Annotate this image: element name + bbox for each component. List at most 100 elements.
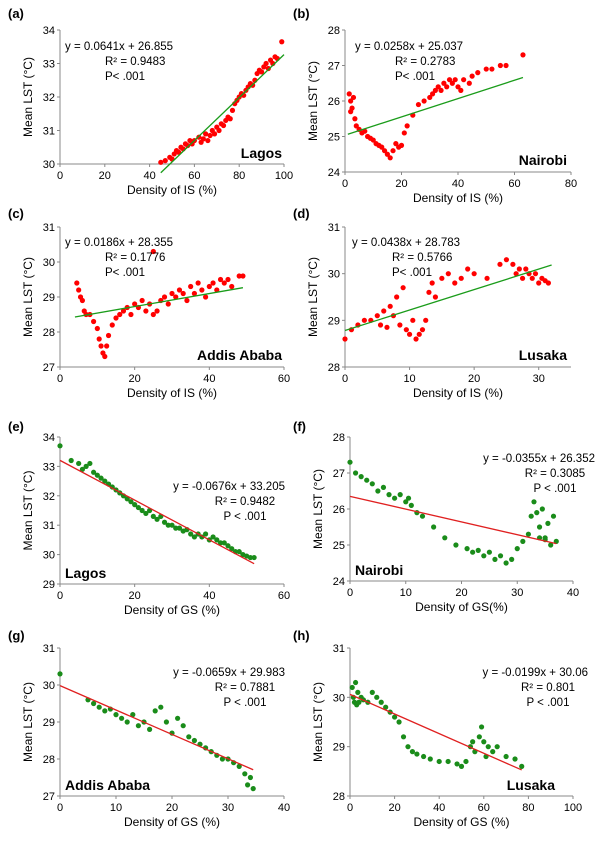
x-tick-label: 40 bbox=[203, 373, 215, 385]
y-tick-label: 27 bbox=[43, 791, 55, 803]
data-point bbox=[503, 257, 510, 263]
data-point bbox=[259, 69, 265, 75]
data-point bbox=[485, 744, 491, 750]
data-point bbox=[247, 554, 253, 561]
data-point bbox=[68, 457, 74, 464]
data-point bbox=[406, 331, 413, 337]
x-tick-label: 60 bbox=[278, 373, 290, 385]
data-point bbox=[91, 469, 97, 475]
y-tick-label: 32 bbox=[43, 491, 55, 503]
x-tick-label: 100 bbox=[275, 170, 293, 182]
data-point bbox=[250, 786, 256, 792]
data-point bbox=[124, 719, 130, 725]
data-point bbox=[465, 266, 471, 272]
data-point bbox=[398, 142, 405, 148]
data-point bbox=[191, 534, 197, 540]
data-point bbox=[427, 756, 433, 762]
data-point bbox=[525, 531, 532, 537]
p-value: P< .001 bbox=[105, 267, 145, 279]
data-point bbox=[173, 294, 179, 300]
data-point bbox=[426, 289, 432, 295]
data-point bbox=[180, 723, 186, 729]
x-tick-label: 0 bbox=[342, 178, 348, 190]
y-axis-label: Mean LST (°C) bbox=[21, 682, 35, 762]
y-tick-label: 30 bbox=[43, 680, 55, 692]
data-point bbox=[444, 84, 450, 90]
y-axis-label: Mean LST (°C) bbox=[21, 471, 35, 551]
data-point bbox=[548, 542, 554, 548]
data-point bbox=[469, 73, 475, 79]
data-point bbox=[352, 470, 359, 476]
data-point bbox=[176, 525, 183, 531]
data-point bbox=[383, 704, 389, 710]
x-tick-label: 40 bbox=[278, 802, 290, 814]
data-point bbox=[87, 460, 93, 467]
y-tick-label: 25 bbox=[333, 540, 345, 552]
data-point bbox=[203, 531, 209, 537]
data-point bbox=[79, 297, 85, 304]
r-squared: R² = 0.9483 bbox=[105, 56, 165, 68]
data-point bbox=[490, 749, 496, 755]
data-point bbox=[236, 549, 242, 555]
data-point bbox=[236, 763, 242, 770]
trendline bbox=[344, 264, 552, 332]
x-axis-label: Density of GS (%) bbox=[124, 815, 220, 829]
y-axis-label: Mean LST (°C) bbox=[306, 61, 320, 141]
x-tick-label: 20 bbox=[468, 373, 480, 385]
data-point bbox=[442, 535, 448, 541]
data-point bbox=[347, 459, 353, 465]
regression-equation: y = -0.0199x + 30.06 bbox=[483, 667, 589, 679]
x-tick-label: 20 bbox=[388, 802, 400, 814]
data-point bbox=[475, 70, 481, 76]
data-point bbox=[119, 715, 125, 721]
x-tick-label: 0 bbox=[347, 802, 353, 814]
data-point bbox=[445, 271, 451, 277]
y-tick-label: 29 bbox=[43, 717, 55, 729]
data-point bbox=[130, 712, 136, 718]
data-point bbox=[534, 509, 540, 516]
data-point bbox=[470, 549, 476, 555]
data-point bbox=[435, 84, 441, 90]
data-point bbox=[458, 87, 464, 93]
y-tick-label: 34 bbox=[43, 432, 55, 444]
x-tick-label: 30 bbox=[511, 587, 523, 599]
data-point bbox=[102, 708, 108, 714]
x-tick-label: 60 bbox=[278, 590, 290, 602]
r-squared: R² = 0.2783 bbox=[395, 56, 455, 68]
data-point bbox=[401, 130, 407, 136]
y-tick-label: 30 bbox=[328, 269, 340, 281]
data-point bbox=[199, 287, 205, 293]
data-point bbox=[481, 553, 487, 559]
data-point bbox=[400, 734, 407, 740]
data-point bbox=[396, 719, 402, 725]
y-tick-label: 27 bbox=[333, 468, 345, 480]
data-point bbox=[120, 308, 127, 314]
x-tick-label: 80 bbox=[522, 802, 534, 814]
data-point bbox=[109, 322, 115, 328]
data-point bbox=[519, 275, 526, 281]
p-value: P< .001 bbox=[105, 71, 145, 83]
data-point bbox=[449, 80, 455, 86]
data-point bbox=[545, 280, 552, 286]
city-label: Nairobi bbox=[519, 152, 567, 168]
data-point bbox=[503, 560, 509, 566]
city-label: Addis Ababa bbox=[197, 347, 282, 363]
data-point bbox=[185, 142, 191, 149]
data-point bbox=[369, 481, 375, 487]
r-squared: R² = 0.801 bbox=[521, 682, 575, 694]
x-tick-label: 30 bbox=[222, 802, 234, 814]
data-point bbox=[247, 774, 253, 781]
panel-label: (g) bbox=[8, 628, 25, 643]
data-point bbox=[461, 77, 467, 83]
data-point bbox=[150, 311, 156, 318]
data-point bbox=[384, 151, 390, 157]
chart-panel-d: 28 29 30 31 0 10 20 30 Density of IS (%) Mean LST… bbox=[293, 206, 571, 400]
data-point bbox=[414, 751, 420, 757]
data-point bbox=[147, 726, 153, 733]
data-point bbox=[519, 763, 525, 770]
x-tick-label: 20 bbox=[455, 587, 467, 599]
data-point bbox=[191, 290, 197, 297]
data-point bbox=[404, 123, 410, 129]
data-point bbox=[492, 556, 498, 563]
